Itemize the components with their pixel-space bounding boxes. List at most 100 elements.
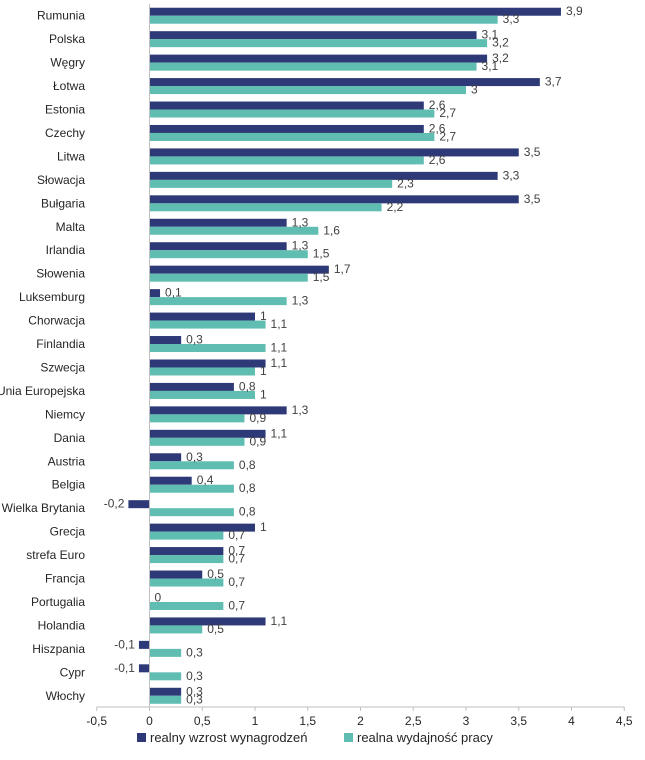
bar-productivity (149, 203, 382, 212)
data-label: 0,7 (228, 552, 245, 566)
category-label: Portugalia (31, 595, 85, 609)
bar-productivity (149, 250, 308, 259)
bar-wage-growth (149, 453, 182, 462)
bar-productivity (149, 297, 287, 306)
bar-productivity (149, 132, 435, 141)
category-label: Dania (54, 431, 86, 445)
data-label: 1,3 (292, 239, 309, 253)
data-label: 3 (471, 83, 478, 97)
bar-wage-growth (138, 640, 150, 649)
data-label: 0,7 (228, 598, 245, 612)
data-label: 2,6 (429, 121, 446, 135)
x-tick-label: 0 (146, 714, 153, 728)
data-label: 2,3 (397, 176, 414, 190)
data-label: 0,3 (186, 645, 203, 659)
category-label: Chorwacja (28, 314, 85, 328)
bar-productivity (149, 390, 255, 399)
data-label: 0,7 (228, 528, 245, 542)
legend-label-wage-growth: realny wzrost wynagrodzeń (150, 730, 308, 745)
category-label: Finlandia (36, 337, 85, 351)
x-tick-label: 4 (568, 714, 575, 728)
bar-wage-growth (149, 687, 182, 696)
category-label: Łotwa (53, 79, 85, 93)
bar-wage-growth (149, 547, 224, 556)
bar-wage-growth (149, 476, 192, 485)
data-label: 1,3 (292, 294, 309, 308)
data-label: 0,3 (186, 684, 203, 698)
category-label: Węgry (50, 56, 85, 70)
category-label: Bułgaria (41, 196, 85, 210)
category-label: Włochy (46, 689, 85, 703)
data-label: 1,1 (271, 426, 288, 440)
bar-productivity (149, 39, 488, 48)
data-label: 1,1 (271, 341, 288, 355)
bar-productivity (149, 437, 245, 446)
data-label: 1,6 (323, 223, 340, 237)
bar-productivity (149, 273, 308, 282)
category-label: Estonia (45, 103, 85, 117)
category-label: Słowacja (37, 173, 85, 187)
bar-productivity (149, 601, 224, 610)
bar-productivity (149, 320, 266, 329)
bar-productivity (149, 156, 424, 165)
data-label: 3,3 (503, 12, 520, 26)
data-label: 0,5 (207, 567, 224, 581)
data-label: 0,3 (186, 669, 203, 683)
legend-swatch-productivity (344, 733, 353, 742)
data-label: 3,9 (566, 4, 583, 18)
bar-wage-growth (149, 406, 287, 415)
bar-productivity (149, 508, 234, 517)
data-label: 2,2 (387, 200, 404, 214)
x-tick-label: 1 (252, 714, 259, 728)
bar-productivity (149, 484, 234, 493)
bar-wage-growth (149, 54, 488, 63)
bar-wage-growth (149, 570, 203, 579)
bar-productivity (149, 578, 224, 587)
category-label: Litwa (57, 149, 85, 163)
category-label: Unia Europejska (0, 384, 85, 398)
data-label: 1,3 (292, 403, 309, 417)
bar-productivity (149, 672, 182, 681)
x-tick-label: 2 (357, 714, 364, 728)
legend-swatch-wage-growth (137, 733, 146, 742)
data-label: 1 (260, 309, 267, 323)
bar-productivity (149, 648, 182, 657)
data-label: 3,1 (482, 59, 499, 73)
data-label: 0,7 (228, 575, 245, 589)
data-label: 0,4 (197, 473, 214, 487)
data-label: 3,5 (524, 192, 541, 206)
data-label: 1,1 (271, 356, 288, 370)
category-label: Grecja (50, 525, 86, 539)
category-label: Irlandia (46, 243, 86, 257)
data-label: 3,5 (524, 145, 541, 159)
data-label: 1,1 (271, 317, 288, 331)
bar-productivity (149, 695, 182, 704)
x-tick-label: 4,5 (616, 714, 633, 728)
bar-productivity (149, 414, 245, 423)
bar-wage-growth (138, 664, 150, 673)
bar-wage-growth (149, 312, 255, 321)
x-tick-label: -0,5 (86, 714, 107, 728)
bar-productivity (149, 62, 477, 71)
bar-wage-growth (149, 124, 424, 133)
data-label: 0,3 (186, 692, 203, 706)
data-label: -0,1 (114, 661, 135, 675)
bar-wage-growth (149, 195, 519, 204)
data-label: 0,1 (165, 286, 182, 300)
x-tick-label: 1,5 (299, 714, 316, 728)
data-label: 0,7 (228, 544, 245, 558)
data-label: 3,7 (545, 75, 562, 89)
data-label: 0,8 (239, 458, 256, 472)
x-tick-label: 2,5 (405, 714, 422, 728)
bar-productivity (149, 226, 319, 235)
x-tick-label: 3 (463, 714, 470, 728)
category-label: Austria (48, 454, 86, 468)
data-label: -0,1 (114, 637, 135, 651)
category-label: Francja (45, 572, 85, 586)
bar-wage-growth (149, 78, 540, 87)
data-label: 0,3 (186, 450, 203, 464)
data-label: 3,2 (492, 51, 509, 65)
category-label: Rumunia (37, 9, 85, 23)
data-label: 0,5 (207, 622, 224, 636)
